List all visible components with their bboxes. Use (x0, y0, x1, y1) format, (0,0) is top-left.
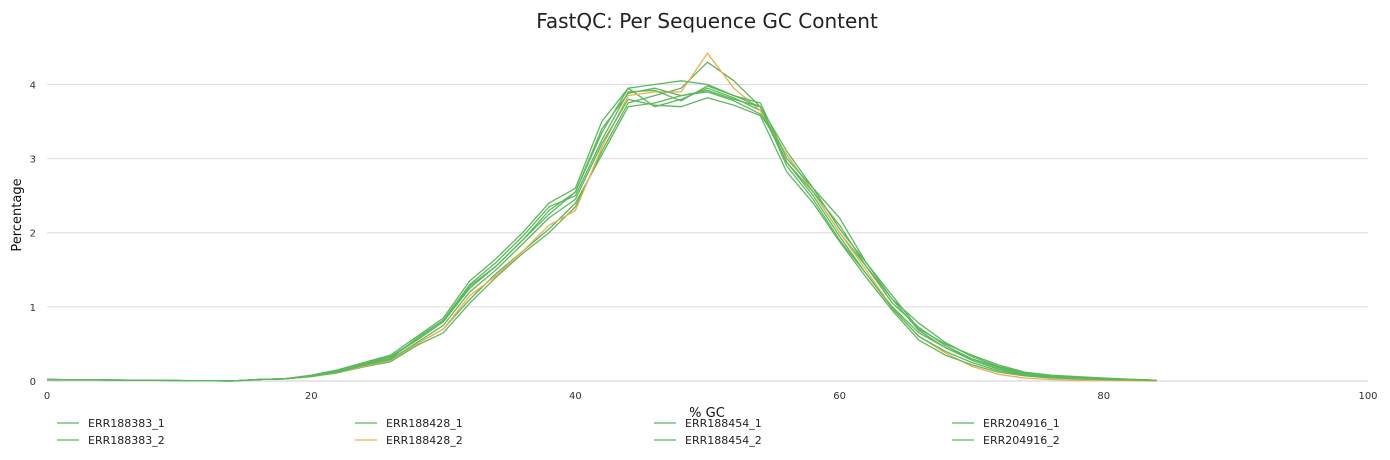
legend-item[interactable]: ERR188428_2 (355, 434, 463, 447)
series-line-err188428-2 (46, 52, 1157, 382)
series-line-err188454-1 (46, 85, 1157, 382)
legend: ERR188383_1 ERR188383_2 ERR188428_1 ERR1884… (57, 417, 1060, 447)
legend-label: ERR188383_2 (88, 434, 165, 447)
legend-label: ERR188454_2 (685, 434, 762, 447)
series-line-err188383-1 (46, 91, 1157, 382)
series-line-err204916-1 (46, 80, 1157, 382)
gridlines (47, 83, 1368, 308)
x-tick-label: 0 (44, 391, 50, 402)
y-tick-label: 2 (30, 229, 36, 240)
legend-item[interactable]: ERR204916_2 (952, 434, 1060, 447)
legend-item[interactable]: ERR188428_1 (355, 417, 463, 430)
chart-title: FastQC: Per Sequence GC Content (536, 9, 878, 33)
legend-item[interactable]: ERR188454_1 (654, 417, 762, 430)
legend-item[interactable]: ERR188383_1 (57, 417, 165, 430)
y-tick-label: 3 (30, 155, 36, 166)
legend-item[interactable]: ERR204916_1 (952, 417, 1060, 430)
legend-item[interactable]: ERR188383_2 (57, 434, 165, 447)
x-tick-label: 100 (1358, 391, 1377, 402)
legend-label: ERR188383_1 (88, 417, 165, 430)
legend-item[interactable]: ERR188454_2 (654, 434, 762, 447)
series-line-err204916-2 (46, 87, 1157, 382)
y-tick-label: 4 (30, 80, 36, 91)
y-tick-label: 1 (30, 303, 36, 314)
x-tick-label: 60 (833, 391, 846, 402)
x-tick-label: 80 (1097, 391, 1110, 402)
legend-label: ERR188428_2 (386, 434, 463, 447)
x-tick-label: 40 (569, 391, 582, 402)
legend-label: ERR204916_2 (983, 434, 1060, 447)
y-tick-label: 0 (30, 377, 36, 388)
series-lines (46, 52, 1157, 382)
legend-label: ERR188428_1 (386, 417, 463, 430)
legend-label: ERR188454_1 (685, 417, 762, 430)
x-tick-label: 20 (305, 391, 318, 402)
x-axis-label: % GC (689, 406, 725, 421)
series-line-err188428-1 (46, 61, 1157, 382)
series-line-err188454-2 (46, 97, 1157, 382)
y-axis-label: Percentage (10, 178, 25, 251)
legend-label: ERR204916_1 (983, 417, 1060, 430)
series-line-err188383-2 (46, 87, 1157, 382)
